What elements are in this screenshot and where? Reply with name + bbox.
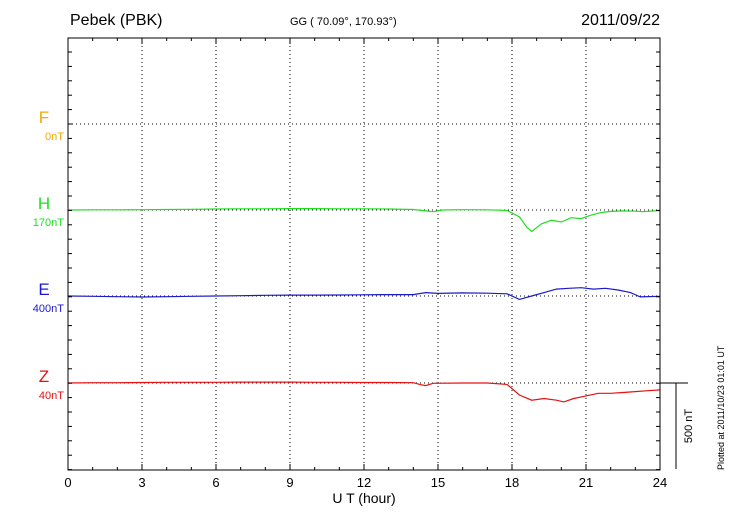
component-letter-H: H (38, 194, 50, 213)
series-line-H (67, 208, 661, 233)
component-baseline-F: 0nT (45, 131, 64, 143)
scale-bar: 500 nT (660, 382, 695, 469)
series-lines (67, 208, 661, 403)
coordinates-label: GG ( 70.09°, 170.93°) (290, 16, 397, 28)
component-letter-Z: Z (39, 367, 49, 386)
x-tick-label: 12 (357, 475, 371, 490)
x-tick-label: 6 (212, 475, 219, 490)
scale-bar-label: 500 nT (683, 409, 695, 444)
x-axis-label: U T (hour) (332, 490, 395, 506)
x-tick-label: 15 (431, 475, 445, 490)
x-tick-label: 9 (286, 475, 293, 490)
component-letter-F: F (39, 108, 49, 127)
series-line-E (67, 287, 661, 301)
x-tick-label: 18 (505, 475, 519, 490)
x-tick-label: 24 (653, 475, 667, 490)
x-tick-label: 3 (138, 475, 145, 490)
grid (68, 38, 660, 470)
series-line-Z (67, 381, 661, 403)
component-letter-E: E (38, 280, 49, 299)
component-baseline-H: 170nT (33, 217, 64, 229)
x-tick-label: 21 (579, 475, 593, 490)
component-baseline-E: 400nT (33, 303, 64, 315)
component-baseline-Z: 40nT (39, 390, 64, 402)
x-tick-label: 0 (64, 475, 71, 490)
component-labels: F 0nT H 170nT E 400nT Z 40nT (33, 108, 64, 402)
x-axis: 0 3 6 9 12 15 18 21 24 (64, 38, 667, 490)
station-title: Pebek (PBK) (70, 12, 163, 29)
date-label: 2011/09/22 (581, 12, 660, 29)
